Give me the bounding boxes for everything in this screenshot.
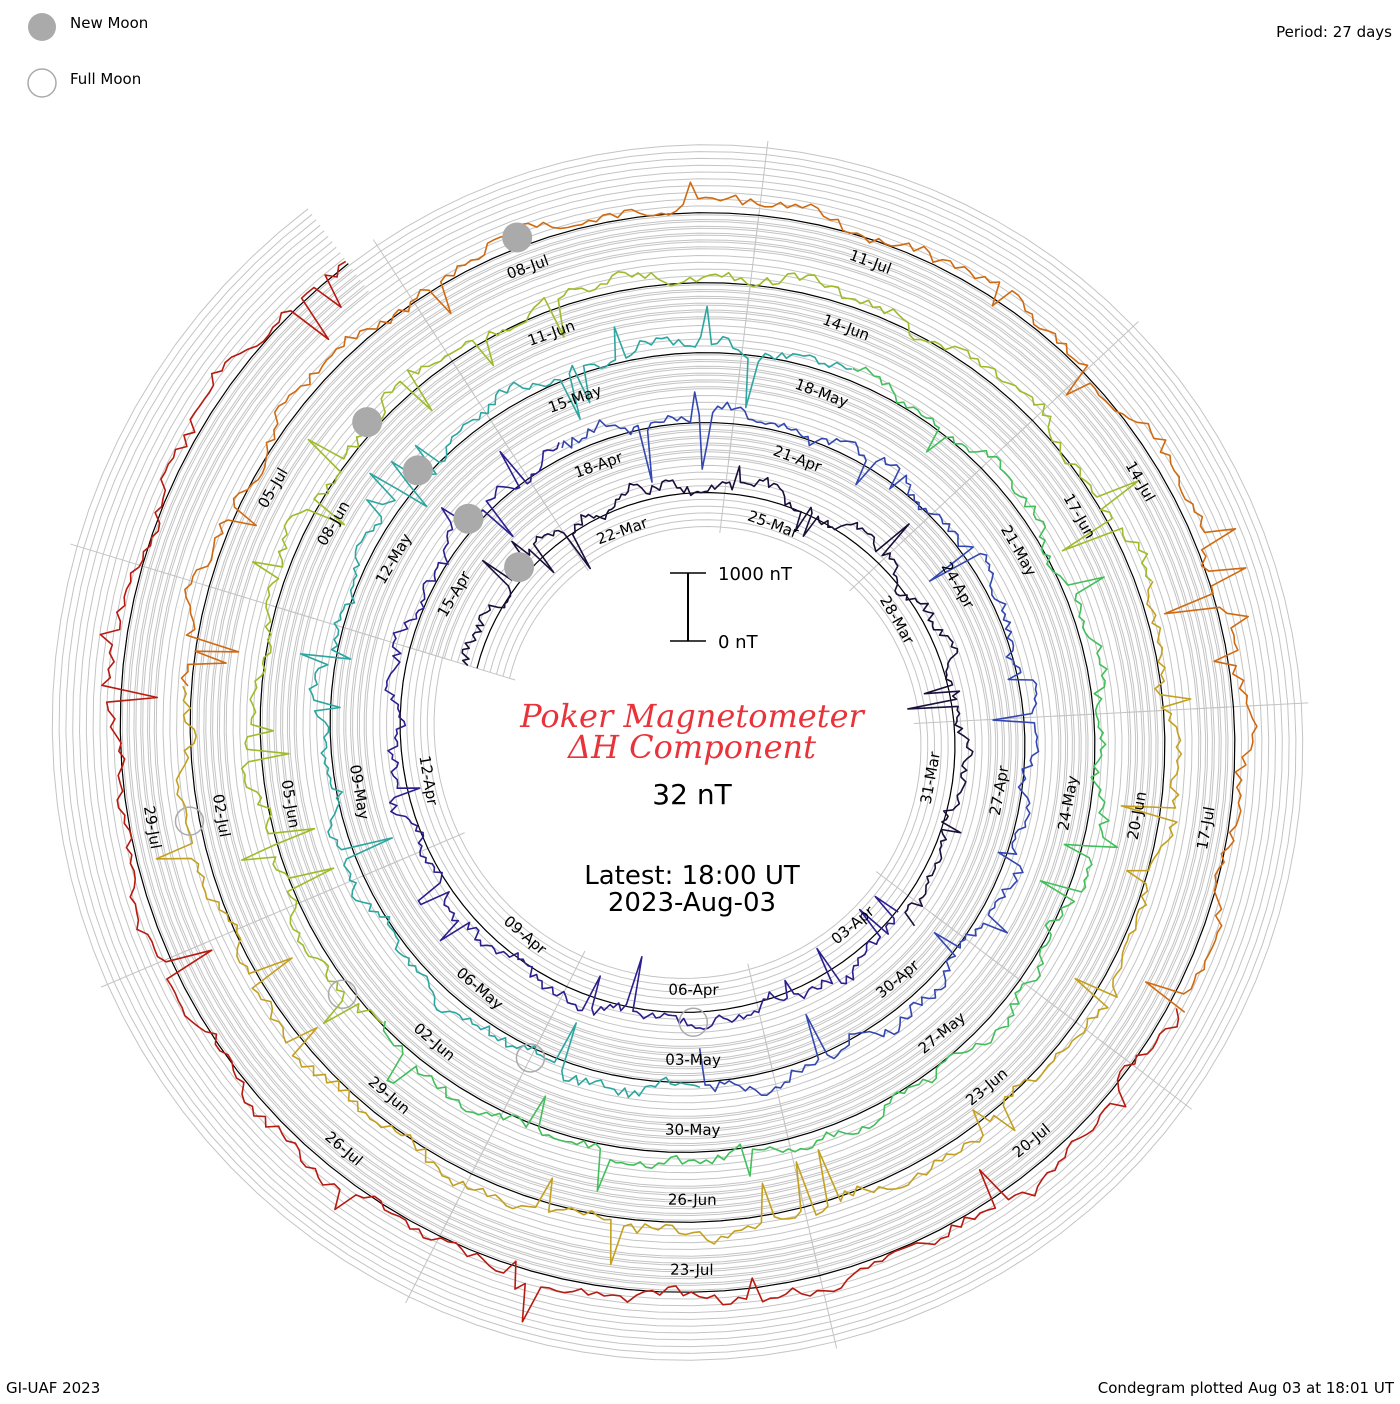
grid-spiral-line	[153, 246, 1202, 1259]
date-tick-label: 02-Jun	[410, 1019, 459, 1064]
date-tick-label: 11-Jul	[847, 246, 894, 278]
new-moon-marker	[453, 503, 484, 534]
trace-layer	[99, 181, 1258, 1323]
legend: New Moon Full Moon	[27, 13, 148, 98]
data-trace-segment	[155, 580, 1192, 1266]
full-moon-marker	[174, 806, 205, 836]
new-moon-marker	[402, 455, 433, 486]
grid-spiral-line	[51, 144, 1304, 1361]
baseline-layer	[119, 212, 1236, 1293]
grid-spiral-line	[92, 185, 1263, 1320]
date-tick-label: 30-May	[665, 1121, 721, 1139]
footer-plot-time: Condegram plotted Aug 03 at 18:01 UT	[1098, 1379, 1395, 1397]
grid-radial-line	[405, 1200, 459, 1304]
date-tick-label: 11-Jun	[525, 316, 577, 349]
grid-radial-line	[753, 140, 769, 256]
date-tick-label: 09-Apr	[500, 912, 551, 959]
grid-radial-line	[1193, 702, 1309, 710]
baseline-spiral	[119, 212, 1236, 1293]
data-trace-segment	[561, 391, 1040, 1096]
period-label: Period: 27 days	[1276, 23, 1392, 41]
data-trace-segment	[99, 260, 1180, 1323]
data-trace-segment	[461, 465, 974, 927]
latest-time: Latest: 18:00 UT	[584, 861, 800, 891]
date-tick-label: 23-Jul	[670, 1261, 714, 1279]
data-trace-segment	[299, 305, 853, 1099]
grid-radial-line	[372, 239, 437, 337]
scale-bar: 1000 nT 0 nT	[670, 564, 793, 653]
full-moon-marker	[515, 1043, 546, 1073]
grid-radial-line	[810, 1236, 838, 1349]
full-moon-marker	[678, 1007, 709, 1038]
data-trace-segment	[240, 271, 1153, 1025]
scale-top-label: 1000 nT	[718, 564, 793, 585]
new-moon-marker	[502, 222, 533, 253]
grid-spiral-line	[72, 164, 1283, 1341]
grid-spiral-line	[133, 225, 1222, 1280]
data-trace-segment	[382, 366, 1119, 1192]
grid-radial-line	[1099, 1039, 1192, 1110]
grid-spiral-line	[126, 218, 1229, 1286]
footer-credit: GI-UAF 2023	[6, 1379, 100, 1397]
data-trace-segment	[180, 181, 1258, 1013]
grid-spiral-line	[146, 239, 1209, 1266]
date-tick-label: 12-May	[372, 530, 416, 587]
date-tick-label: 08-Jul	[504, 251, 551, 283]
center-title-block: Poker Magnetometer ΔH Component 32 nT La…	[519, 697, 865, 918]
grid-spiral-line	[112, 205, 1243, 1300]
grid-spiral-line	[140, 232, 1215, 1273]
grid-radial-line	[1053, 321, 1139, 401]
new-moon-marker	[352, 407, 383, 438]
chart-subtitle: ΔH Component	[566, 728, 816, 766]
latest-date: 2023-Aug-03	[608, 888, 776, 918]
date-tick-label: 14-Jun	[820, 311, 872, 345]
legend-new-moon-label: New Moon	[70, 14, 148, 32]
date-tick-label: 17-Jul	[1193, 805, 1218, 851]
full-moon-marker	[327, 979, 358, 1010]
grid-spiral-line	[65, 157, 1290, 1348]
grid-spiral-line	[78, 171, 1277, 1334]
grid-spiral-line	[99, 191, 1256, 1314]
date-tick-label: 26-Jun	[668, 1191, 717, 1209]
date-tick-label: 24-May	[1054, 774, 1082, 832]
legend-full-moon-label: Full Moon	[70, 70, 141, 88]
grid-radial-line	[70, 543, 181, 579]
grid-spiral-line	[58, 151, 1297, 1354]
date-tick-label: 18-Apr	[572, 448, 626, 482]
new-moon-legend-icon	[28, 13, 56, 41]
grid-spiral-line	[85, 178, 1270, 1327]
date-tick-label: 20-Jul	[1009, 1120, 1054, 1162]
full-moon-legend-icon	[27, 68, 57, 98]
data-trace-segment	[384, 442, 899, 1030]
chart-title: Poker Magnetometer	[519, 697, 865, 735]
date-tick-label: 06-Apr	[668, 981, 719, 999]
date-tick-label: 21-Apr	[771, 442, 825, 477]
date-tick-label: 25-Mar	[745, 507, 802, 542]
moon-phase-layer	[174, 222, 709, 1073]
current-value: 32 nT	[652, 778, 732, 811]
grid-radial-line	[100, 941, 208, 988]
scale-bottom-label: 0 nT	[718, 632, 759, 653]
date-tick-label: 03-May	[665, 1051, 721, 1069]
new-moon-marker	[504, 552, 535, 583]
